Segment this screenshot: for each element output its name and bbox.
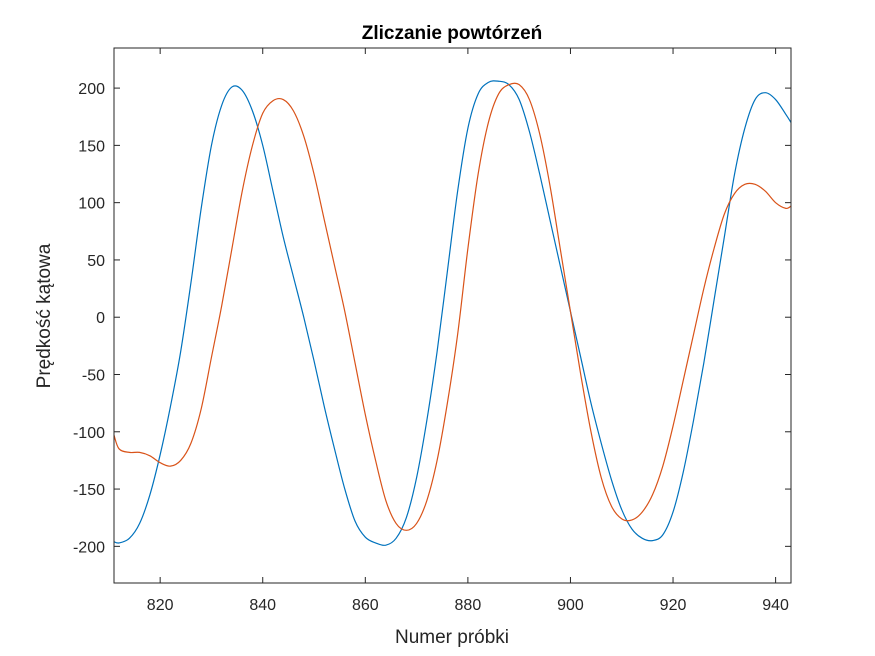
x-tick-label: 920 <box>660 597 687 614</box>
y-tick-label: -200 <box>73 539 105 556</box>
y-tick-label: 50 <box>87 253 105 270</box>
y-tick-label: -50 <box>82 367 105 384</box>
plot-area <box>114 80 791 546</box>
series-line-1 <box>114 80 791 546</box>
x-tick-label: 940 <box>762 597 789 614</box>
y-tick-label: 100 <box>78 196 105 213</box>
x-axis-label: Numer próbki <box>395 627 509 648</box>
x-axis: 820 840 860 880 900 920 940 <box>147 48 789 614</box>
y-tick-label: 150 <box>78 138 105 155</box>
y-axis-label: Prędkość kątowa <box>34 243 55 388</box>
y-axis: -200 -150 -100 -50 0 50 100 150 200 <box>73 81 791 556</box>
y-tick-label: 200 <box>78 81 105 98</box>
x-tick-label: 860 <box>352 597 379 614</box>
y-tick-label: -100 <box>73 425 105 442</box>
x-tick-label: 900 <box>557 597 584 614</box>
y-tick-label: 0 <box>96 310 105 327</box>
x-tick-label: 820 <box>147 597 174 614</box>
x-tick-label: 880 <box>455 597 482 614</box>
plot-frame <box>113 47 792 584</box>
chart-title: Zliczanie powtórzeń <box>362 23 543 44</box>
y-tick-label: -150 <box>73 482 105 499</box>
series-line-2 <box>114 82 791 531</box>
x-tick-label: 840 <box>249 597 276 614</box>
